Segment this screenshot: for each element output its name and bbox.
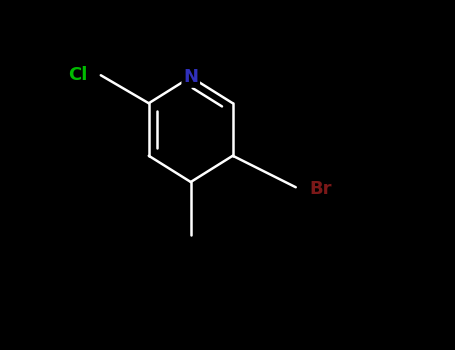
Text: Cl: Cl: [68, 66, 87, 84]
Text: Br: Br: [310, 180, 332, 198]
Text: N: N: [183, 68, 198, 86]
